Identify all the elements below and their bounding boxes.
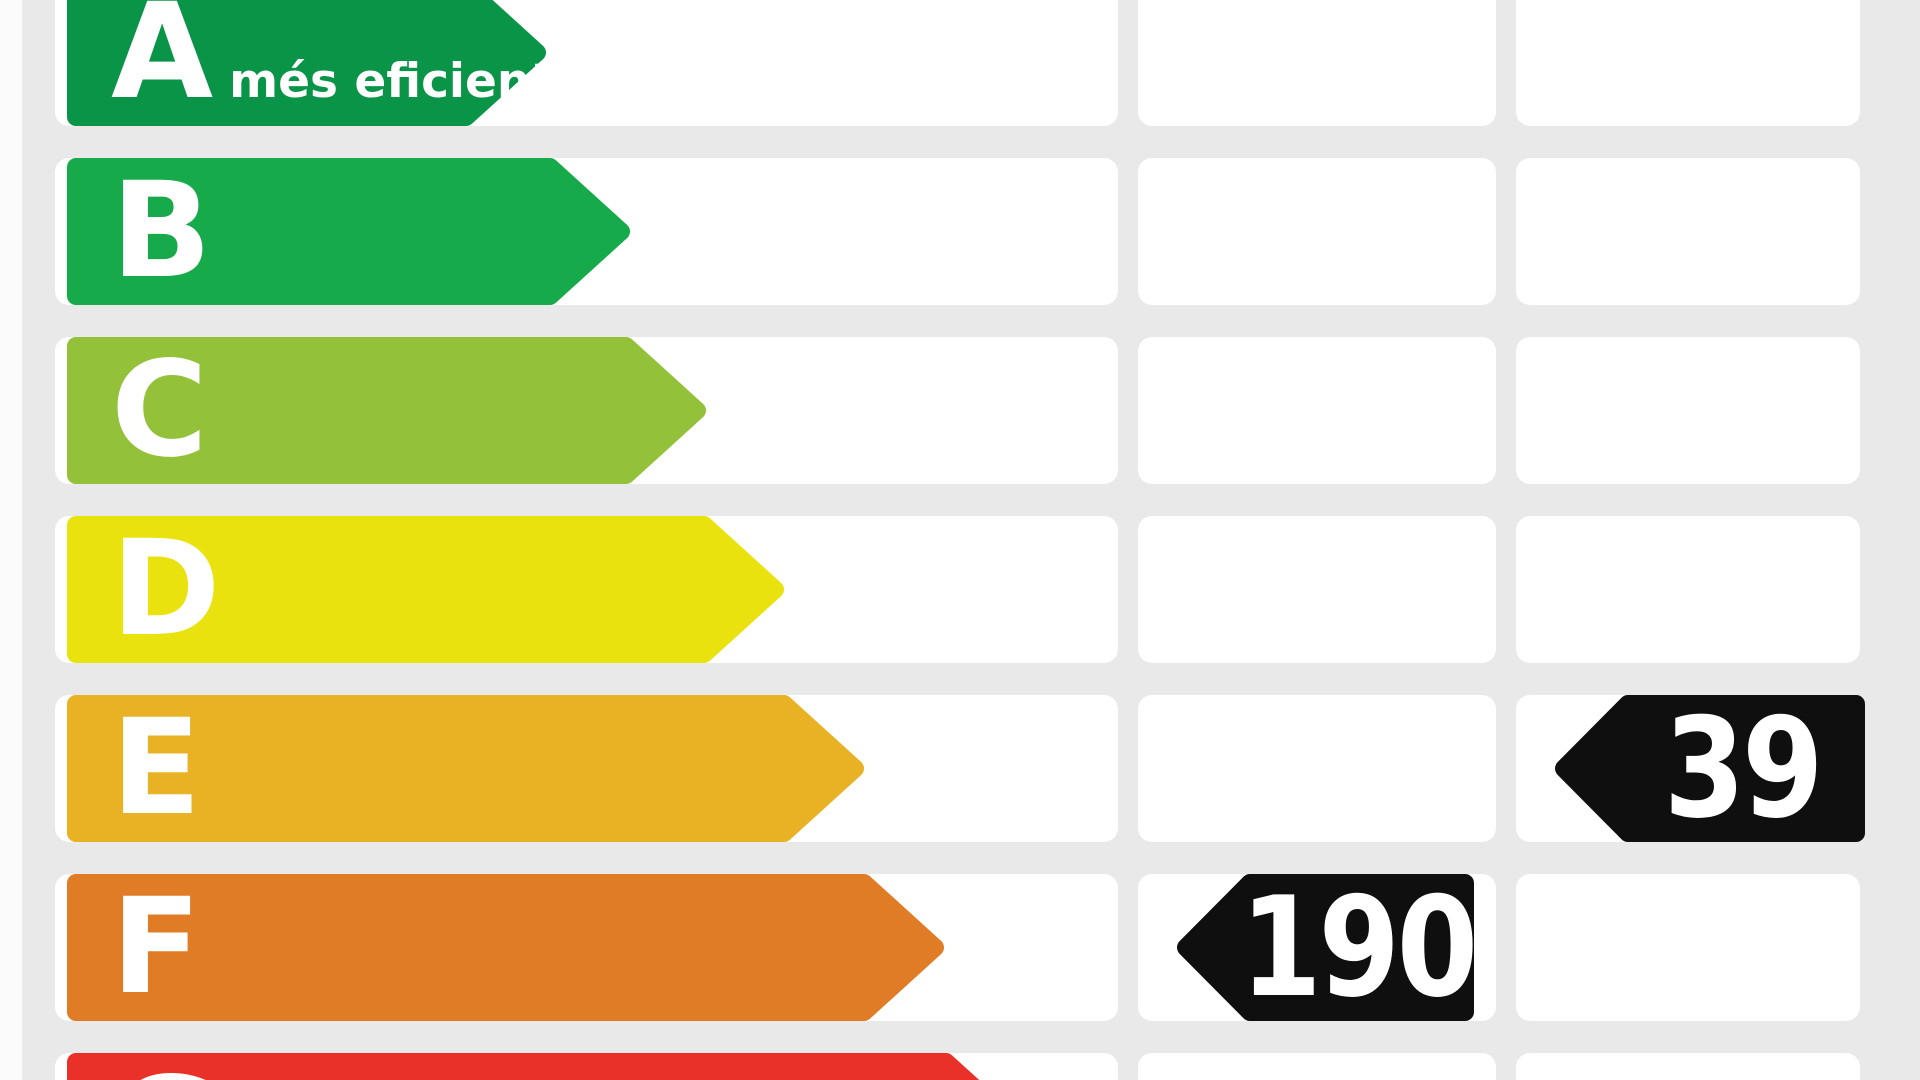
grid-cell-g-col3 [1516, 1053, 1860, 1080]
value-arrow-39 [1555, 695, 1865, 842]
value-arrow-190 [1177, 874, 1474, 1021]
grid-cell-d-col2 [1138, 516, 1496, 663]
grade-bar-f [67, 874, 944, 1021]
grid-cell-g-col2 [1138, 1053, 1496, 1080]
grade-bar-c [67, 337, 706, 484]
page-edge-strip [0, 0, 22, 1080]
grid-cell-a-col2 [1138, 0, 1496, 126]
grade-bar-d [67, 516, 784, 663]
grade-bar-b [67, 158, 630, 305]
grade-bar-g [67, 1053, 980, 1080]
grid-cell-d-col3 [1516, 516, 1860, 663]
grade-bar-a [67, 0, 546, 126]
grid-cell-f-col3 [1516, 874, 1860, 1021]
grid-cell-a-col3 [1516, 0, 1860, 126]
grid-cell-b-col2 [1138, 158, 1496, 305]
grid-cell-c-col3 [1516, 337, 1860, 484]
grade-bar-e [67, 695, 864, 842]
grid-cell-e-col2 [1138, 695, 1496, 842]
grid-cell-b-col3 [1516, 158, 1860, 305]
grid-cell-c-col2 [1138, 337, 1496, 484]
